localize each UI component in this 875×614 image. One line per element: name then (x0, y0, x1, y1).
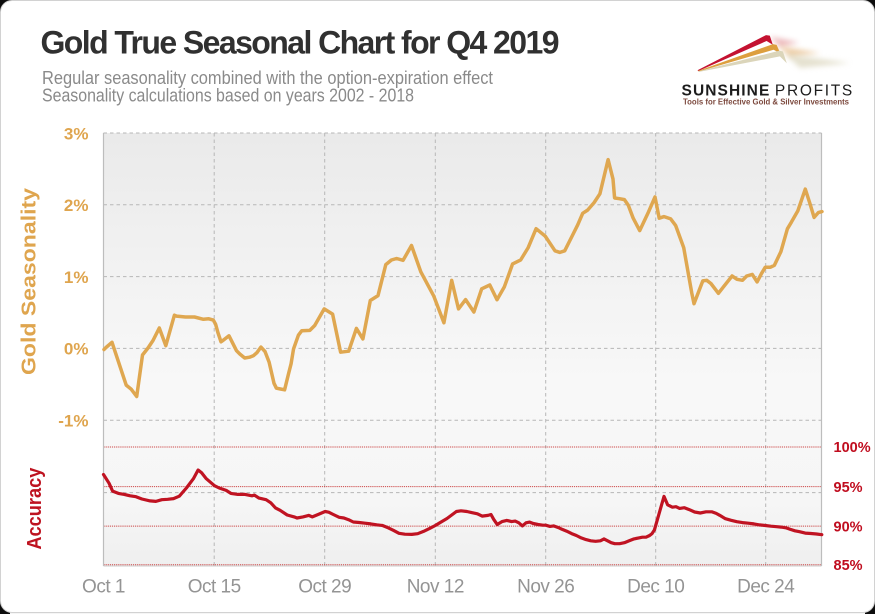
svg-text:100%: 100% (834, 440, 871, 456)
svg-text:95%: 95% (834, 480, 863, 496)
svg-text:1%: 1% (64, 268, 89, 287)
svg-text:90%: 90% (834, 519, 863, 535)
svg-text:Nov 12: Nov 12 (407, 577, 464, 598)
svg-text:Gold Seasonality: Gold Seasonality (19, 187, 41, 375)
svg-text:2%: 2% (64, 196, 89, 215)
svg-text:3%: 3% (64, 124, 89, 143)
svg-text:Gold True Seasonal Chart for Q: Gold True Seasonal Chart for Q4 2019 (41, 25, 560, 61)
svg-text:85%: 85% (834, 558, 863, 574)
svg-text:Regular seasonality combined w: Regular seasonality combined with the op… (42, 68, 493, 88)
svg-text:Accuracy: Accuracy (24, 467, 46, 550)
svg-text:Oct 29: Oct 29 (298, 577, 351, 598)
svg-text:Dec 10: Dec 10 (627, 577, 684, 598)
svg-text:0%: 0% (64, 340, 89, 359)
svg-text:Seasonality calculations based: Seasonality calculations based on years … (42, 86, 414, 106)
svg-text:-1%: -1% (58, 412, 88, 431)
svg-text:Oct 1: Oct 1 (82, 577, 125, 598)
svg-text:Oct 15: Oct 15 (188, 577, 241, 598)
svg-text:Nov 26: Nov 26 (517, 577, 574, 598)
svg-text:Dec 24: Dec 24 (737, 577, 795, 598)
svg-text:Tools for Effective Gold & Sil: Tools for Effective Gold & Silver Invest… (683, 97, 849, 107)
